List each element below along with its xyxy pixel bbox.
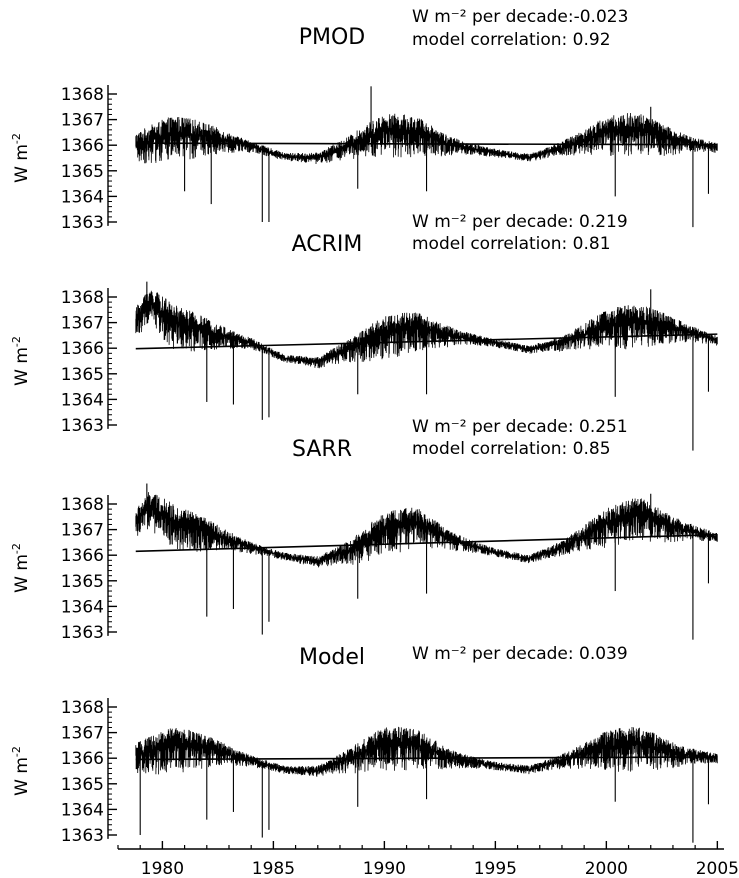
y-axis-label: W m-2 [10,543,32,593]
tsi-series [135,290,718,369]
y-tick-label: 1368 [61,85,104,105]
y-tick-label: 1363 [61,213,104,233]
y-tick-label: 1366 [61,136,104,156]
panel-title: SARR [292,437,352,462]
y-tick-label: 1365 [61,775,104,795]
trend-annotation: W m⁻² per decade: 0.039 [412,644,628,664]
y-tick-label: 1368 [61,495,104,515]
correlation-annotation: model correlation: 0.92 [412,30,611,50]
trend-line [135,142,718,146]
y-tick-label: 1367 [61,724,104,744]
x-tick-label: 1990 [363,859,406,878]
trend-line [135,333,718,350]
trend-annotation: W m⁻² per decade: 0.219 [412,212,628,232]
y-axis-label: W m-2 [10,133,32,183]
y-tick-label: 1366 [61,749,104,769]
x-tick-label: 1980 [141,859,184,878]
panel-acrim: 1363 1364 1365 1366 1367 1368 W m-2 ACRIM W m⁻² … [10,212,718,451]
y-axis-label: W m-2 [10,746,32,796]
y-tick-label: 1363 [61,826,104,846]
y-tick-label: 1365 [61,162,104,182]
y-tick-label: 1366 [61,339,104,359]
x-tick-label: 2005 [696,859,739,878]
y-tick-label: 1364 [61,597,104,617]
panel-title: ACRIM [292,232,363,257]
panel-title: PMOD [299,25,366,50]
panel-title: Model [299,645,365,670]
panel-sarr: 1363 1364 1365 1366 1367 1368 W m-2 SARR W m⁻² p… [10,417,718,643]
y-tick-label: 1367 [61,521,104,541]
tsi-series [135,492,718,568]
y-tick-label: 1366 [61,546,104,566]
y-tick-label: 1364 [61,187,104,207]
trend-annotation: W m⁻² per decade: 0.251 [412,417,628,437]
y-tick-label: 1365 [61,365,104,385]
y-tick-label: 1364 [61,800,104,820]
y-axis-label: W m-2 [10,336,32,386]
y-tick-label: 1368 [61,698,104,718]
y-tick-label: 1367 [61,111,104,131]
y-tick-label: 1363 [61,416,104,436]
correlation-annotation: model correlation: 0.85 [412,439,611,459]
y-tick-label: 1364 [61,390,104,410]
x-tick-label: 2000 [585,859,628,878]
y-tick-label: 1365 [61,572,104,592]
y-tick-label: 1367 [61,314,104,334]
trend-line [135,756,718,761]
trend-annotation: W m⁻² per decade:-0.023 [412,7,628,27]
panel-model: 1363 1364 1365 1366 1367 1368 W m-2 Model W m⁻² … [10,644,718,846]
y-tick-label: 1363 [61,623,104,643]
y-tick-label: 1368 [61,288,104,308]
tsi-series [135,112,718,165]
trend-line [135,533,718,553]
correlation-annotation: model correlation: 0.81 [412,234,611,254]
panel-pmod: 1363 1364 1365 1366 1367 1368 W m-2 PMOD W m⁻² p… [10,7,718,233]
x-tick-label: 1995 [474,859,517,878]
x-tick-label: 1985 [252,859,295,878]
